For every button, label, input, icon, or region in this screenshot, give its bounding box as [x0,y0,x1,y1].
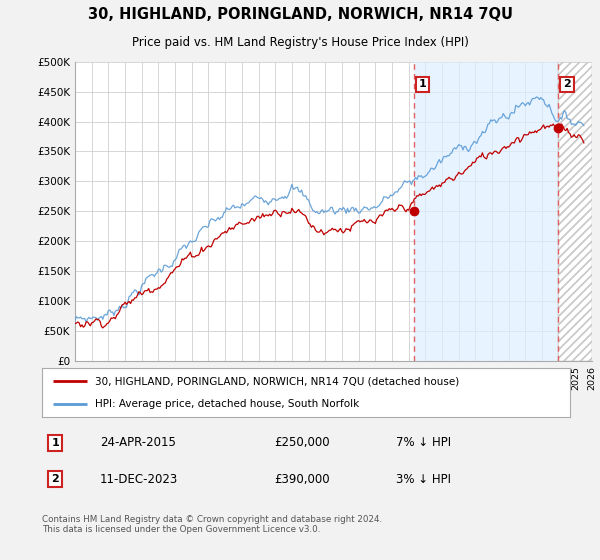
Text: 2: 2 [52,474,59,484]
Text: 7% ↓ HPI: 7% ↓ HPI [396,436,451,449]
Text: Price paid vs. HM Land Registry's House Price Index (HPI): Price paid vs. HM Land Registry's House … [131,36,469,49]
Bar [558,62,592,361]
Bar [413,62,558,361]
Text: 24-APR-2015: 24-APR-2015 [100,436,176,449]
Text: £390,000: £390,000 [274,473,330,486]
Text: 1: 1 [419,80,426,90]
Bar [558,62,592,361]
Text: Contains HM Land Registry data © Crown copyright and database right 2024.
This d: Contains HM Land Registry data © Crown c… [42,515,382,534]
Text: 2: 2 [563,80,571,90]
Text: 11-DEC-2023: 11-DEC-2023 [100,473,178,486]
Text: 30, HIGHLAND, PORINGLAND, NORWICH, NR14 7QU (detached house): 30, HIGHLAND, PORINGLAND, NORWICH, NR14 … [95,376,459,386]
Text: HPI: Average price, detached house, South Norfolk: HPI: Average price, detached house, Sout… [95,399,359,409]
Text: 30, HIGHLAND, PORINGLAND, NORWICH, NR14 7QU: 30, HIGHLAND, PORINGLAND, NORWICH, NR14 … [88,7,512,22]
Text: £250,000: £250,000 [274,436,330,449]
Text: 3% ↓ HPI: 3% ↓ HPI [396,473,451,486]
Text: 1: 1 [52,438,59,448]
